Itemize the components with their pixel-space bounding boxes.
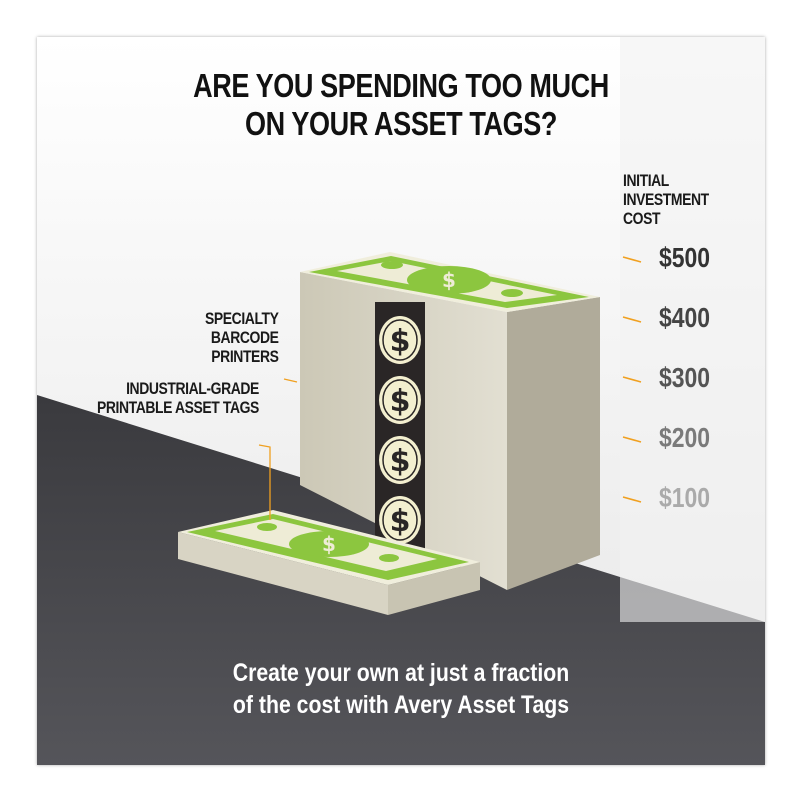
text-line: BARCODE — [210, 328, 279, 347]
text-line: INVESTMENT — [623, 190, 709, 209]
scale-value: $400 — [659, 302, 711, 333]
text-line: INITIAL — [623, 171, 669, 190]
svg-text:$: $ — [390, 384, 411, 419]
text-line: ON YOUR ASSET TAGS? — [245, 105, 557, 142]
svg-text:$: $ — [442, 268, 456, 292]
dollar-coin-icon: $ — [379, 316, 421, 364]
axis-label: INITIAL INVESTMENT COST — [623, 171, 709, 228]
short-money-stack: $ — [178, 510, 480, 615]
scale-tick — [622, 256, 642, 263]
footer-text: Create your own at just a fraction of th… — [92, 657, 711, 721]
scale-tick — [622, 496, 642, 503]
text-line: PRINTERS — [211, 347, 279, 366]
tall-money-stack: $ $ $ $ $ — [300, 252, 600, 590]
text-line: Create your own at just a fraction — [232, 659, 570, 687]
tags-leader — [258, 444, 271, 520]
infographic: $ $ $ $ $ $ ARE YOU S — [37, 37, 765, 765]
text-line: INDUSTRIAL-GRADE — [126, 379, 259, 398]
text-line: COST — [623, 209, 661, 228]
scale-value: $500 — [659, 242, 711, 273]
dollar-coin-icon: $ — [379, 496, 421, 544]
scale-tick — [622, 316, 642, 323]
svg-text:$: $ — [390, 504, 411, 539]
text-line: of the cost with Avery Asset Tags — [232, 691, 570, 719]
scale-tick — [622, 376, 642, 383]
printers-leader — [283, 378, 298, 383]
scale-tick — [622, 436, 642, 443]
svg-text:$: $ — [390, 444, 411, 479]
tags-label: INDUSTRIAL-GRADE PRINTABLE ASSET TAGS — [97, 379, 259, 417]
page-title: ARE YOU SPENDING TOO MUCH ON YOUR ASSET … — [103, 67, 700, 143]
right-wall — [620, 37, 765, 622]
dollar-coin-icon: $ — [379, 376, 421, 424]
dollar-coin-icon: $ — [379, 436, 421, 484]
text-line: SPECIALTY — [205, 309, 279, 328]
scene: $ $ $ $ $ $ — [37, 37, 765, 765]
svg-text:$: $ — [390, 324, 411, 359]
text-line: ARE YOU SPENDING TOO MUCH — [193, 67, 609, 104]
scale-value: $200 — [659, 422, 711, 453]
scale-value: $100 — [659, 482, 711, 513]
text-line: PRINTABLE ASSET TAGS — [97, 398, 259, 417]
printers-label: SPECIALTY BARCODE PRINTERS — [205, 309, 279, 366]
svg-text:$: $ — [322, 532, 336, 556]
scale-value: $300 — [659, 362, 711, 393]
